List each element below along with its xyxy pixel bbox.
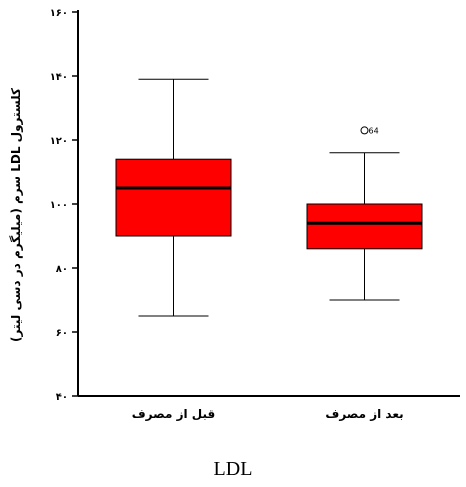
y-tick-label: ۱۲۰	[50, 136, 68, 147]
y-tick-label: ۸۰	[56, 264, 68, 275]
box-1	[115, 78, 232, 317]
figure-caption: LDL	[213, 458, 253, 480]
y-tick-label: ۱۴۰	[50, 72, 68, 83]
y-tick-label: ۱۰۰	[50, 200, 68, 211]
y-axis-ticks: ۴۰ ۶۰ ۸۰ ۱۰۰ ۱۲۰ ۱۴۰ ۱۶۰	[50, 8, 78, 403]
box-plot-chart: کلسترول LDL سرم (میلیگرم در دسی لیتر) ۴۰…	[9, 8, 460, 421]
boxes: 64	[115, 78, 423, 317]
x-category-label: بعد از مصرف	[325, 407, 403, 421]
x-axis-category-labels: قبل از مصرف بعد از مصرف	[132, 407, 404, 421]
box-2: 64	[306, 126, 423, 301]
x-category-label: قبل از مصرف	[132, 407, 216, 421]
box-iqr	[306, 203, 423, 250]
outlier-label: 64	[369, 126, 379, 135]
outlier-point	[360, 126, 369, 135]
y-tick-label: ۱۶۰	[50, 8, 68, 19]
y-tick-label: ۴۰	[56, 392, 68, 403]
y-axis-label: کلسترول LDL سرم (میلیگرم در دسی لیتر)	[9, 88, 24, 342]
y-tick-label: ۶۰	[56, 328, 68, 339]
box-iqr	[115, 158, 232, 237]
y-axis-title: کلسترول LDL سرم (میلیگرم در دسی لیتر)	[9, 88, 24, 342]
